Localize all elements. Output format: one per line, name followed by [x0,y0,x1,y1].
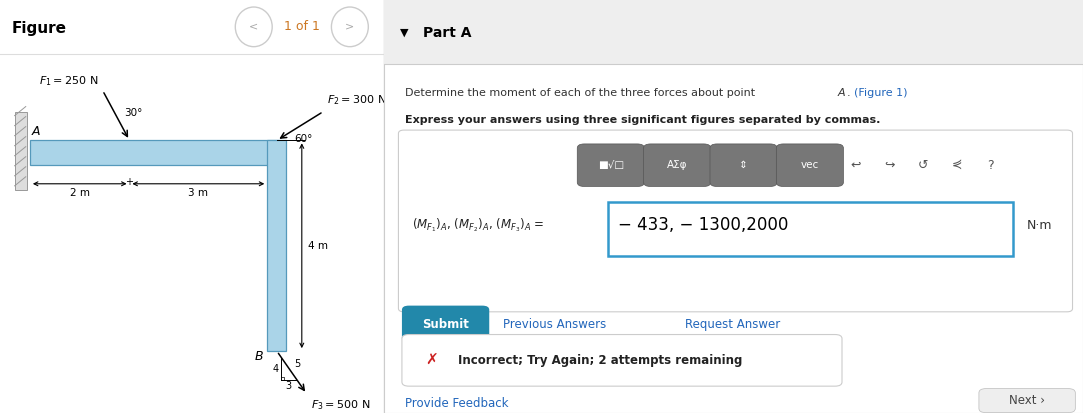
Text: (Figure 1): (Figure 1) [853,88,908,98]
Text: Incorrect; Try Again; 2 attempts remaining: Incorrect; Try Again; 2 attempts remaini… [458,354,742,367]
Text: ✗: ✗ [426,353,439,368]
Text: Express your answers using three significant figures separated by commas.: Express your answers using three signifi… [405,115,880,125]
Text: Determine the moment of each of the three forces about point: Determine the moment of each of the thre… [405,88,759,98]
Text: 30°: 30° [125,108,143,118]
Text: Next ›: Next › [1009,394,1045,407]
Text: ↪: ↪ [884,159,895,172]
Text: >: > [345,22,354,32]
Text: Figure: Figure [12,21,66,36]
Text: ▼: ▼ [400,28,408,38]
Text: N·m: N·m [1027,218,1053,232]
Text: ↺: ↺ [917,159,928,172]
Text: 5: 5 [295,359,300,370]
Text: 3: 3 [285,381,291,391]
Bar [268,140,286,351]
FancyBboxPatch shape [577,144,644,187]
FancyBboxPatch shape [402,306,490,343]
Text: 60°: 60° [295,134,313,144]
Text: Previous Answers: Previous Answers [504,318,606,331]
Bar [30,140,278,165]
Text: $F_1 = 250$ N: $F_1 = 250$ N [39,74,99,88]
Text: 3 m: 3 m [188,188,208,198]
Text: ⇕: ⇕ [739,160,748,170]
Text: ⋞: ⋞ [951,159,962,172]
Text: A: A [31,126,40,138]
Text: .: . [847,88,854,98]
Text: ?: ? [987,159,993,172]
Text: 2 m: 2 m [69,188,90,198]
FancyBboxPatch shape [710,144,777,187]
Text: 4 m: 4 m [308,241,327,251]
Bar [14,112,27,190]
Text: ■√□: ■√□ [598,160,624,170]
Text: Part A: Part A [422,26,471,40]
FancyBboxPatch shape [643,144,710,187]
Text: vec: vec [800,160,819,170]
Text: $F_2 = 300$ N: $F_2 = 300$ N [327,94,387,107]
Text: Submit: Submit [422,318,469,331]
Text: 4: 4 [273,363,278,374]
Text: <: < [249,22,259,32]
Circle shape [235,7,272,47]
Text: AΣφ: AΣφ [667,160,688,170]
Text: $(M_{F_1})_A$, $(M_{F_2})_A$, $(M_{F_3})_A$ =: $(M_{F_1})_A$, $(M_{F_2})_A$, $(M_{F_3})… [413,216,545,234]
Bar [384,0,1083,64]
Text: 1 of 1: 1 of 1 [284,20,319,33]
Text: ↩: ↩ [851,159,861,172]
FancyBboxPatch shape [979,389,1075,413]
Bar [608,202,1014,256]
Circle shape [331,7,368,47]
Text: +: + [126,177,133,187]
Text: − 433, − 1300,2000: − 433, − 1300,2000 [618,216,788,234]
Text: Request Answer: Request Answer [684,318,780,331]
FancyBboxPatch shape [399,130,1072,312]
Text: Provide Feedback: Provide Feedback [405,397,509,411]
Text: A: A [837,88,845,98]
Text: B: B [256,350,264,363]
Text: $F_3 = 500$ N: $F_3 = 500$ N [311,398,370,412]
FancyBboxPatch shape [777,144,844,187]
FancyBboxPatch shape [402,335,841,386]
